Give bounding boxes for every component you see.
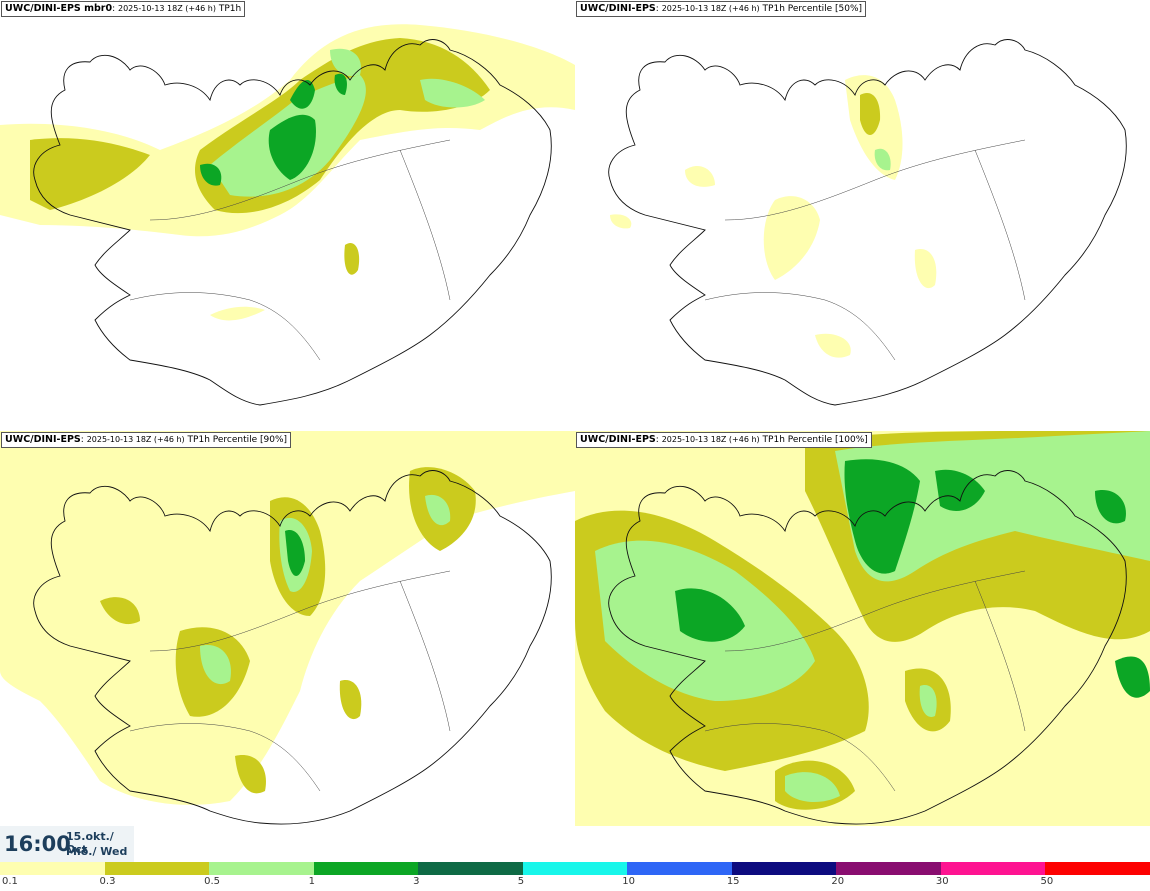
precip-shading bbox=[0, 24, 575, 321]
coastline bbox=[33, 39, 552, 406]
precip-shading bbox=[0, 431, 575, 805]
panel-title: UWC/DINI-EPS: 2025-10-13 18Z (+46 h) TP1… bbox=[1, 432, 292, 448]
precip-map bbox=[0, 24, 575, 406]
panel-model: UWC/DINI-EPS bbox=[580, 3, 656, 14]
panel-run: 2025-10-13 18Z (+46 h) bbox=[661, 435, 760, 444]
map-panel-p90: UWC/DINI-EPS: 2025-10-13 18Z (+46 h) TP1… bbox=[0, 431, 575, 860]
roads bbox=[704, 570, 1026, 792]
panel-run: 2025-10-13 18Z (+46 h) bbox=[118, 4, 216, 13]
panel-product: TP1h Percentile [90%] bbox=[187, 435, 288, 445]
panel-product: TP1h bbox=[218, 4, 242, 14]
panel-model: UWC/DINI-EPS bbox=[580, 434, 656, 445]
valid-weekday: Mið./ Wed bbox=[66, 845, 128, 858]
map-panel-p50: UWC/DINI-EPS: 2025-10-13 18Z (+46 h) TP1… bbox=[575, 0, 1150, 429]
colorbar-segment bbox=[940, 862, 1046, 875]
colorbar-segment bbox=[418, 862, 524, 875]
precip-shading bbox=[610, 75, 937, 358]
colorbar-segment bbox=[0, 862, 106, 875]
colorbar-label: 15 bbox=[726, 876, 740, 887]
colorbar-label: 50 bbox=[1040, 876, 1054, 887]
colorbar-label: 0.3 bbox=[99, 876, 116, 887]
roads bbox=[704, 139, 1026, 361]
roads bbox=[129, 139, 451, 361]
coastline bbox=[608, 39, 1127, 406]
panel-product: TP1h Percentile [50%] bbox=[762, 4, 863, 14]
precip-map bbox=[0, 431, 575, 825]
panel-product: TP1h Percentile [100%] bbox=[762, 435, 868, 445]
roads bbox=[129, 570, 451, 792]
colorbar-segment bbox=[522, 862, 628, 875]
colorbar-label: 3 bbox=[413, 876, 420, 887]
colorbar-segment bbox=[1045, 862, 1150, 875]
panel-run: 2025-10-13 18Z (+46 h) bbox=[86, 435, 185, 444]
precip-map bbox=[575, 431, 1150, 826]
panel-model: UWC/DINI-EPS mbr0 bbox=[5, 3, 113, 14]
colorbar-segment bbox=[627, 862, 733, 875]
precip-map bbox=[608, 39, 1127, 406]
colorbar-segment bbox=[313, 862, 419, 875]
colorbar bbox=[0, 862, 1150, 875]
map-panel-p100: UWC/DINI-EPS: 2025-10-13 18Z (+46 h) TP1… bbox=[575, 431, 1150, 860]
colorbar-labels: 0.1 0.3 0.5 1 3 5 10 15 20 30 50 bbox=[0, 876, 1150, 890]
colorbar-segment bbox=[104, 862, 210, 875]
colorbar-label: 20 bbox=[831, 876, 845, 887]
panel-run: 2025-10-13 18Z (+46 h) bbox=[661, 4, 760, 13]
coastline bbox=[33, 470, 552, 825]
colorbar-label: 30 bbox=[935, 876, 949, 887]
panel-title: UWC/DINI-EPS: 2025-10-13 18Z (+46 h) TP1… bbox=[576, 1, 867, 17]
colorbar-label: 1 bbox=[308, 876, 315, 887]
panel-model: UWC/DINI-EPS bbox=[5, 434, 81, 445]
coastline bbox=[608, 470, 1127, 825]
colorbar-segment bbox=[836, 862, 942, 875]
valid-time: 16:00 bbox=[4, 832, 71, 856]
colorbar-segment bbox=[731, 862, 837, 875]
valid-date: 15.okt./ Oct bbox=[66, 830, 114, 856]
colorbar-label: 0.5 bbox=[204, 876, 220, 887]
precip-shading bbox=[575, 431, 1150, 826]
colorbar-segment bbox=[209, 862, 315, 875]
map-panel-mbr0: UWC/DINI-EPS mbr0: 2025-10-13 18Z (+46 h… bbox=[0, 0, 575, 429]
colorbar-label: 5 bbox=[517, 876, 525, 887]
colorbar-label: 0.1 bbox=[2, 876, 18, 887]
panel-title: UWC/DINI-EPS mbr0: 2025-10-13 18Z (+46 h… bbox=[1, 1, 246, 17]
panel-title: UWC/DINI-EPS: 2025-10-13 18Z (+46 h) TP1… bbox=[576, 432, 872, 448]
colorbar-label: 10 bbox=[622, 876, 635, 887]
valid-time-box: 16:00 15.okt./ Oct Mið./ Wed bbox=[0, 826, 134, 862]
